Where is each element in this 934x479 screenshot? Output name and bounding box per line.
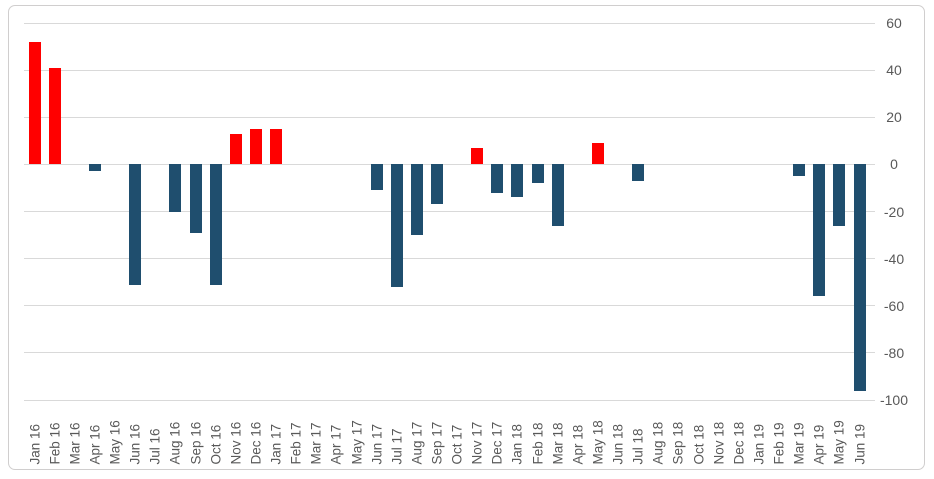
bar-aug-17[interactable] — [410, 164, 423, 236]
gridline-y-20 — [24, 116, 875, 118]
gridline-y--40 — [24, 258, 875, 260]
x-tick-label-aug-16: Aug 16 — [167, 421, 183, 464]
x-tick-label-sep-16: Sep 16 — [188, 421, 204, 464]
gridline-y-40 — [24, 69, 875, 71]
x-tick-label-feb-16: Feb 16 — [47, 421, 63, 464]
x-tick-label-may-18: May 18 — [590, 419, 606, 464]
x-tick-label-may-16: May 16 — [107, 419, 123, 464]
y-tick-label--20: -20 — [883, 203, 905, 220]
x-tick-label-jun-19: Jun 19 — [852, 423, 868, 464]
bar-oct-16[interactable] — [209, 164, 222, 285]
x-tick-label-apr-17: Apr 17 — [328, 424, 344, 464]
y-tick-label-40: 40 — [886, 62, 902, 79]
bar-nov-17[interactable] — [471, 147, 484, 165]
y-tick-label--60: -60 — [883, 297, 905, 314]
x-tick-label-jun-18: Jun 18 — [610, 423, 626, 464]
bar-dec-17[interactable] — [491, 164, 504, 193]
chart-border-frame — [8, 5, 925, 470]
bar-apr-16[interactable] — [88, 164, 101, 172]
y-tick-label--40: -40 — [883, 250, 905, 267]
bar-aug-16[interactable] — [169, 164, 182, 212]
bar-mar-19[interactable] — [793, 164, 806, 177]
gridline-y--100 — [24, 399, 875, 401]
x-tick-label-apr-19: Apr 19 — [811, 424, 827, 464]
x-tick-label-feb-18: Feb 18 — [530, 421, 546, 464]
bar-mar-18[interactable] — [551, 164, 564, 226]
x-tick-label-oct-17: Oct 17 — [449, 424, 465, 464]
x-tick-label-aug-17: Aug 17 — [409, 421, 425, 464]
x-tick-label-jun-17: Jun 17 — [369, 423, 385, 464]
y-tick-label-60: 60 — [886, 15, 902, 31]
x-tick-label-jun-16: Jun 16 — [127, 423, 143, 464]
x-tick-label-mar-18: Mar 18 — [550, 421, 566, 464]
bar-jun-16[interactable] — [129, 164, 142, 285]
x-tick-label-mar-17: Mar 17 — [308, 421, 324, 464]
gridline-y-60 — [24, 22, 875, 24]
gridline-y--60 — [24, 305, 875, 307]
x-tick-label-may-19: May 19 — [831, 419, 847, 464]
x-tick-label-feb-17: Feb 17 — [288, 421, 304, 464]
gridline-y--20 — [24, 211, 875, 212]
bar-sep-17[interactable] — [431, 164, 443, 205]
x-tick-label-jan-19: Jan 19 — [751, 423, 767, 464]
bar-jul-17[interactable] — [390, 164, 403, 287]
x-tick-label-jul-17: Jul 17 — [389, 427, 405, 464]
x-tick-label-aug-18: Aug 18 — [650, 421, 666, 464]
x-tick-label-mar-16: Mar 16 — [67, 421, 83, 464]
x-tick-label-may-17: May 17 — [349, 419, 365, 464]
bar-feb-16[interactable] — [48, 67, 61, 165]
y-tick-label--100: -100 — [879, 392, 909, 408]
x-tick-label-oct-18: Oct 18 — [691, 424, 707, 464]
bar-sep-16[interactable] — [189, 164, 202, 233]
bar-apr-19[interactable] — [813, 164, 826, 297]
bar-may-19[interactable] — [833, 164, 846, 226]
x-tick-label-jan-18: Jan 18 — [509, 423, 525, 464]
x-tick-label-dec-16: Dec 16 — [248, 421, 264, 464]
x-tick-label-jul-18: Jul 18 — [630, 427, 646, 464]
gridline-y-0 — [24, 163, 875, 165]
x-tick-label-jan-17: Jan 17 — [268, 423, 284, 464]
y-tick-label-20: 20 — [886, 109, 902, 126]
x-tick-label-nov-18: Nov 18 — [711, 421, 727, 464]
x-tick-label-sep-18: Sep 18 — [670, 421, 686, 464]
bar-jun-17[interactable] — [370, 164, 383, 191]
bar-jan-17[interactable] — [270, 129, 283, 165]
y-tick-label-0: 0 — [890, 156, 898, 173]
x-tick-label-mar-19: Mar 19 — [791, 421, 807, 464]
y-tick-label--80: -80 — [883, 344, 905, 361]
x-tick-label-feb-19: Feb 19 — [771, 421, 787, 464]
x-tick-label-dec-17: Dec 17 — [489, 421, 505, 464]
x-tick-label-nov-16: Nov 16 — [228, 421, 244, 464]
bar-jul-18[interactable] — [632, 164, 645, 181]
x-tick-label-jul-16: Jul 16 — [147, 427, 163, 464]
x-tick-label-sep-17: Sep 17 — [429, 421, 445, 464]
bar-feb-18[interactable] — [531, 164, 544, 184]
bar-may-18[interactable] — [591, 143, 604, 165]
x-tick-label-dec-18: Dec 18 — [731, 421, 747, 464]
x-tick-label-nov-17: Nov 17 — [469, 421, 485, 464]
x-tick-label-oct-16: Oct 16 — [208, 424, 224, 464]
bar-jan-16[interactable] — [28, 41, 41, 165]
gridline-y--80 — [24, 352, 875, 354]
x-tick-label-apr-16: Apr 16 — [87, 424, 103, 464]
bar-dec-16[interactable] — [249, 129, 262, 165]
bar-nov-16[interactable] — [229, 133, 242, 165]
x-tick-label-apr-18: Apr 18 — [570, 424, 586, 464]
bar-jun-19[interactable] — [853, 164, 866, 391]
bar-jan-18[interactable] — [511, 164, 524, 198]
x-tick-label-jan-16: Jan 16 — [27, 423, 43, 464]
